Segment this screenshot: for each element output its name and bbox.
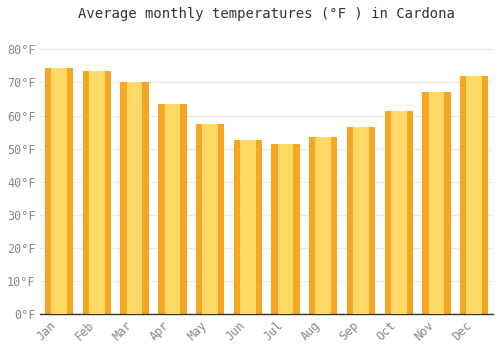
Bar	[466, 76, 482, 314]
Bar	[127, 83, 142, 314]
Bar	[120, 83, 149, 314]
Bar	[391, 111, 406, 314]
Bar	[52, 68, 67, 314]
Bar	[234, 140, 262, 314]
Bar	[316, 137, 331, 314]
Bar	[460, 76, 488, 314]
Bar	[422, 92, 450, 314]
Bar	[240, 140, 256, 314]
Bar	[353, 127, 369, 314]
Bar	[89, 71, 104, 314]
Bar	[164, 104, 180, 314]
Bar	[384, 111, 413, 314]
Bar	[309, 137, 338, 314]
Bar	[158, 104, 186, 314]
Bar	[428, 92, 444, 314]
Bar	[196, 124, 224, 314]
Bar	[45, 68, 74, 314]
Title: Average monthly temperatures (°F ) in Cardona: Average monthly temperatures (°F ) in Ca…	[78, 7, 455, 21]
Bar	[202, 124, 218, 314]
Bar	[83, 71, 111, 314]
Bar	[347, 127, 375, 314]
Bar	[278, 144, 293, 314]
Bar	[272, 144, 299, 314]
